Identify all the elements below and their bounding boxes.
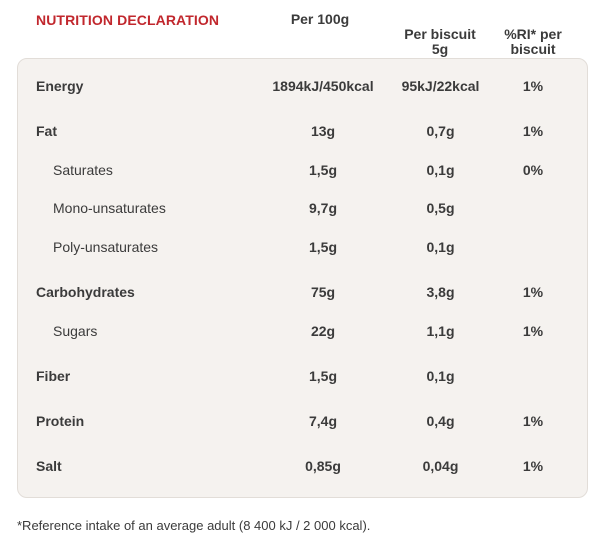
row-label: Fiber (36, 366, 70, 386)
per-biscuit-value: 0,7g (388, 121, 493, 141)
ri-value: 1% (493, 282, 573, 302)
column-header-per-100g: Per 100g (270, 12, 370, 27)
per-100g-value: 13g (258, 121, 388, 141)
row-label: Mono-unsaturates (53, 198, 166, 218)
ri-value: 1% (493, 121, 573, 141)
column-header-per-100g-label: Per 100g (291, 11, 349, 27)
column-header-per-biscuit: Per biscuit 5g (390, 12, 490, 57)
table-row-sugars: Sugars 22g 1,1g 1% (18, 321, 589, 341)
table-row-poly-unsaturates: Poly-unsaturates 1,5g 0,1g (18, 237, 589, 257)
column-header-ri-label: %RI* per biscuit (504, 26, 562, 57)
table-row-carbohydrates: Carbohydrates 75g 3,8g 1% (18, 282, 589, 302)
nutrition-table: Energy 1894kJ/450kcal 95kJ/22kcal 1% Fat… (17, 58, 588, 498)
per-100g-value: 7,4g (258, 411, 388, 431)
row-label: Protein (36, 411, 84, 431)
table-row-saturates: Saturates 1,5g 0,1g 0% (18, 160, 589, 180)
per-biscuit-value: 0,4g (388, 411, 493, 431)
table-row-energy: Energy 1894kJ/450kcal 95kJ/22kcal 1% (18, 76, 589, 96)
reference-intake-footnote: *Reference intake of an average adult (8… (17, 518, 370, 533)
ri-value: 1% (493, 456, 573, 476)
row-label: Energy (36, 76, 83, 96)
per-100g-value: 22g (258, 321, 388, 341)
per-100g-value: 75g (258, 282, 388, 302)
column-header-ri: %RI* per biscuit (490, 12, 576, 57)
per-biscuit-value: 95kJ/22kcal (388, 76, 493, 96)
per-100g-value: 9,7g (258, 198, 388, 218)
row-label: Salt (36, 456, 62, 476)
per-biscuit-value: 0,04g (388, 456, 493, 476)
per-biscuit-value: 0,5g (388, 198, 493, 218)
ri-value: 0% (493, 160, 573, 180)
page-title: NUTRITION DECLARATION (36, 12, 219, 28)
table-row-fat: Fat 13g 0,7g 1% (18, 121, 589, 141)
table-row-mono-unsaturates: Mono-unsaturates 9,7g 0,5g (18, 198, 589, 218)
row-label: Poly-unsaturates (53, 237, 158, 257)
table-row-salt: Salt 0,85g 0,04g 1% (18, 456, 589, 476)
ri-value: 1% (493, 321, 573, 341)
table-header: NUTRITION DECLARATION Per 100g Per biscu… (0, 0, 601, 58)
per-100g-value: 1,5g (258, 237, 388, 257)
row-label: Saturates (53, 160, 113, 180)
per-biscuit-value: 1,1g (388, 321, 493, 341)
row-label: Sugars (53, 321, 97, 341)
ri-value: 1% (493, 411, 573, 431)
row-label: Fat (36, 121, 57, 141)
per-biscuit-value: 0,1g (388, 366, 493, 386)
per-biscuit-value: 0,1g (388, 237, 493, 257)
column-header-per-biscuit-label: Per biscuit 5g (404, 26, 476, 57)
per-100g-value: 1,5g (258, 366, 388, 386)
per-100g-value: 1894kJ/450kcal (258, 76, 388, 96)
ri-value: 1% (493, 76, 573, 96)
row-label: Carbohydrates (36, 282, 135, 302)
per-100g-value: 0,85g (258, 456, 388, 476)
per-100g-value: 1,5g (258, 160, 388, 180)
table-row-protein: Protein 7,4g 0,4g 1% (18, 411, 589, 431)
per-biscuit-value: 3,8g (388, 282, 493, 302)
table-row-fiber: Fiber 1,5g 0,1g (18, 366, 589, 386)
per-biscuit-value: 0,1g (388, 160, 493, 180)
